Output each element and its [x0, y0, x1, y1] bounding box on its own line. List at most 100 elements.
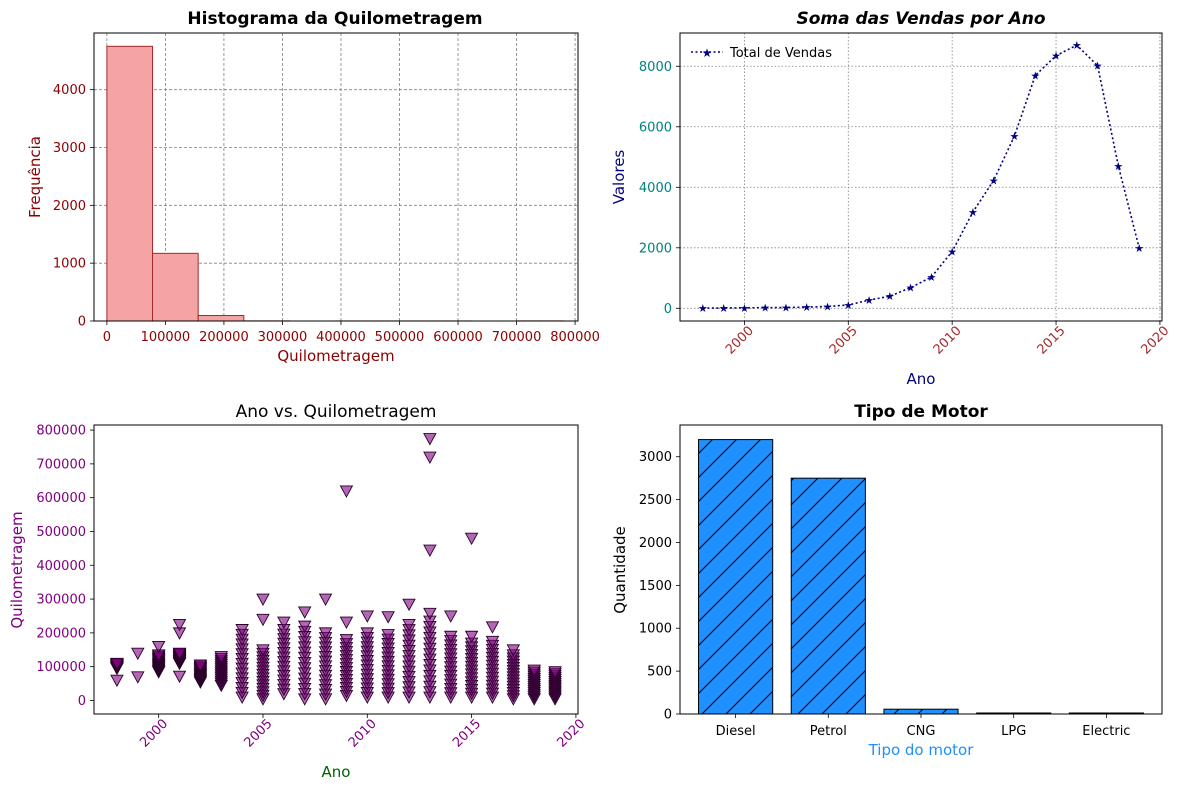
histogram-x-tick-label: 400000 [316, 330, 366, 345]
scatter-point [339, 634, 354, 647]
bar-y-label: Quantidade [611, 526, 629, 614]
line-point: ★ [1113, 160, 1123, 173]
line-x-tick-label: 2000 [723, 324, 757, 358]
scatter-point [339, 616, 354, 630]
scatter-point [339, 485, 354, 498]
scatter-point [172, 618, 187, 632]
scatter-point [214, 651, 229, 664]
scatter-point [256, 593, 270, 607]
histogram-y-tick-label: 3000 [53, 141, 86, 156]
histogram-panel: Histograma da Quilometragem 0 100000 20000… [26, 9, 600, 365]
histogram-x-tick-label: 300000 [258, 330, 308, 345]
bar-hatch [883, 709, 959, 714]
scatter-y-tick-label: 300000 [36, 593, 86, 608]
bar-y-tick-label: 1500 [639, 579, 672, 594]
bar-hatch [791, 478, 866, 714]
histogram-bar [106, 45, 154, 322]
line-y-tick-label: 0 [664, 302, 672, 317]
bar-y-tick-label: 500 [647, 665, 672, 680]
line-point: ★ [698, 302, 708, 315]
line-x-tick-label: 2010 [931, 324, 965, 358]
scatter-x-tick-label: 2005 [242, 717, 276, 751]
histogram-axes-frame [93, 32, 579, 322]
scatter-x-label: Ano [322, 763, 351, 781]
line-point: ★ [989, 174, 999, 187]
line-x-label: Ano [907, 370, 936, 388]
line-point: ★ [947, 245, 957, 258]
scatter-y-tick-label: 500000 [36, 525, 86, 540]
line-point: ★ [906, 282, 916, 295]
scatter-point [297, 620, 312, 634]
scatter-y-tick-label: 200000 [36, 626, 86, 641]
scatter-point [423, 433, 437, 446]
histogram-y-tick-label: 4000 [53, 83, 86, 98]
histogram-bar [152, 252, 199, 322]
scatter-point [506, 644, 521, 657]
line-point: ★ [760, 302, 770, 315]
scatter-point [423, 451, 437, 465]
histogram-x-tick-label: 600000 [433, 330, 483, 345]
scatter-point [443, 610, 458, 623]
line-x-tick-label: 2005 [827, 324, 861, 358]
scatter-point [235, 624, 249, 637]
scatter-y-tick-label: 400000 [36, 559, 86, 574]
histogram-y-label: Frequência [26, 136, 44, 218]
histogram-x-tick-label: 500000 [375, 330, 425, 345]
scatter-point [464, 630, 479, 644]
scatter-panel: Ano vs. Quilometragem 2000 2005 2010 2015 20… [8, 402, 588, 781]
line-point: ★ [1030, 69, 1040, 82]
legend-label: Total de Vendas [729, 46, 832, 61]
scatter-point [527, 664, 541, 677]
scatter-y-tick-label: 700000 [36, 457, 86, 472]
scatter-point [485, 635, 500, 649]
scatter-point [423, 544, 437, 558]
scatter-point [193, 659, 208, 672]
line-legend: ★ Total de Vendas [691, 46, 832, 61]
scatter-point [423, 607, 437, 621]
line-point: ★ [885, 290, 895, 303]
scatter-point [360, 610, 375, 623]
line-point: ★ [968, 206, 978, 219]
histogram-y-tick-label: 1000 [53, 257, 86, 272]
bar-x-label: Tipo do motor [868, 741, 975, 759]
histogram-x-ticks: 0 100000 200000 300000 400000 500000 600000 700… [103, 321, 600, 345]
histogram-x-tick-label: 0 [103, 330, 111, 345]
line-point: ★ [739, 302, 749, 315]
scatter-point [548, 666, 562, 679]
scatter-point [151, 640, 166, 654]
scatter-y-tick-label: 0 [78, 694, 86, 709]
line-point: ★ [1010, 130, 1020, 143]
line-point: ★ [802, 301, 812, 314]
line-point: ★ [1072, 39, 1082, 52]
histogram-y-tick-label: 0 [78, 315, 86, 330]
scatter-point [381, 629, 395, 642]
scatter-x-tick-label: 2000 [137, 717, 171, 751]
line-series-path [702, 44, 1140, 309]
scatter-title: Ano vs. Quilometragem [236, 402, 437, 422]
scatter-point [131, 647, 145, 661]
scatter-y-ticks: 0 100000 200000 300000 400000 500000 600000 700… [36, 424, 94, 709]
bar-y-tick-label: 0 [664, 708, 672, 723]
line-series: ★ ★ ★ ★ ★ ★ ★ ★ ★ ★ ★ ★ ★ ★ ★ ★ ★ ★ ★ ★ ★ ★ [698, 39, 1144, 315]
line-point: ★ [1051, 50, 1061, 63]
scatter-point [360, 627, 375, 640]
scatter-point [443, 630, 458, 644]
scatter-y-tick-label: 800000 [36, 424, 86, 439]
bar-hatch [698, 439, 773, 714]
line-point: ★ [864, 294, 874, 307]
bar-x-ticks: Diesel Petrol CNG LPG Electric [716, 714, 1130, 739]
scatter-point [318, 593, 333, 607]
scatter-point [277, 616, 291, 630]
histogram-x-tick-label: 800000 [550, 330, 600, 345]
scatter-x-tick-label: 2015 [450, 717, 484, 751]
histogram-x-tick-label: 200000 [199, 330, 249, 345]
bar-x-tick-label: LPG [1001, 724, 1026, 739]
line-point: ★ [1134, 242, 1144, 255]
scatter-point [402, 598, 416, 612]
histogram-x-tick-label: 100000 [141, 330, 191, 345]
bar-y-tick-label: 3000 [639, 450, 672, 465]
bar-title: Tipo de Motor [854, 402, 988, 422]
histogram-title: Histograma da Quilometragem [187, 9, 482, 29]
scatter-x-tick-label: 2010 [346, 717, 380, 751]
line-point: ★ [926, 271, 936, 284]
